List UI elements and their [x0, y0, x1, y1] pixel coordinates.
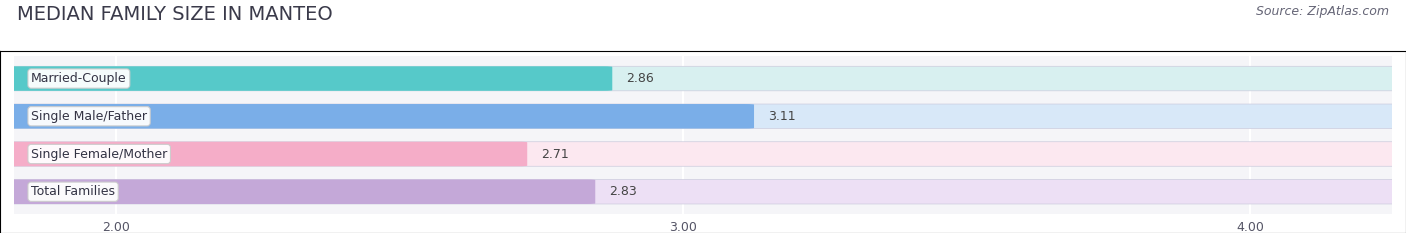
- FancyBboxPatch shape: [6, 142, 1400, 166]
- Text: Single Female/Mother: Single Female/Mother: [31, 147, 167, 161]
- FancyBboxPatch shape: [6, 179, 595, 204]
- FancyBboxPatch shape: [6, 179, 1400, 204]
- FancyBboxPatch shape: [6, 104, 754, 129]
- Text: Single Male/Father: Single Male/Father: [31, 110, 148, 123]
- Text: 2.86: 2.86: [627, 72, 654, 85]
- Text: 3.11: 3.11: [768, 110, 796, 123]
- Text: 2.83: 2.83: [609, 185, 637, 198]
- Text: 2.71: 2.71: [541, 147, 569, 161]
- FancyBboxPatch shape: [6, 66, 612, 91]
- FancyBboxPatch shape: [6, 66, 1400, 91]
- FancyBboxPatch shape: [6, 142, 527, 166]
- FancyBboxPatch shape: [6, 104, 1400, 129]
- Text: Total Families: Total Families: [31, 185, 115, 198]
- Text: MEDIAN FAMILY SIZE IN MANTEO: MEDIAN FAMILY SIZE IN MANTEO: [17, 5, 333, 24]
- Text: Married-Couple: Married-Couple: [31, 72, 127, 85]
- Text: Source: ZipAtlas.com: Source: ZipAtlas.com: [1256, 5, 1389, 18]
